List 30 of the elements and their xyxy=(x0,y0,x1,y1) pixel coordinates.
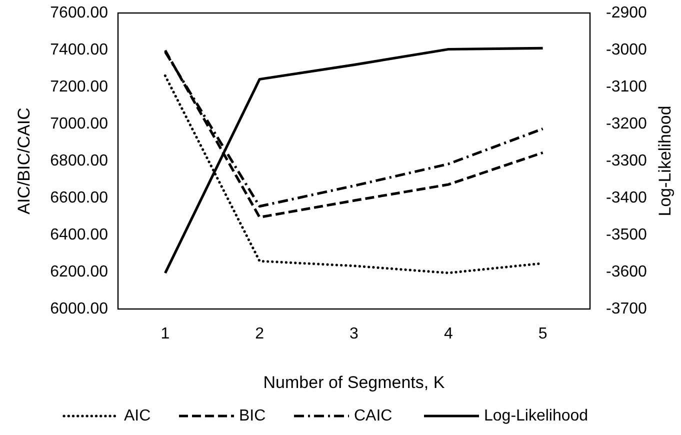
x-tick-label: 4 xyxy=(444,326,453,342)
y-tick-label: 6800.00 xyxy=(50,152,108,170)
y2-tick-label: -3200 xyxy=(606,116,648,132)
y2-tick-label: -3100 xyxy=(606,78,648,96)
y-tick-label: 6600.00 xyxy=(50,190,108,206)
x-tick-label: 1 xyxy=(160,326,170,342)
x-axis-title: Number of Segments, K xyxy=(263,372,446,392)
y2-tick-label: -3400 xyxy=(606,190,648,206)
y2-tick-label: -3700 xyxy=(606,300,648,318)
y-tick-label: 7600.00 xyxy=(50,4,108,22)
y2-tick-label: -3000 xyxy=(606,42,648,58)
y-axis-title: AIC/BIC/CAIC xyxy=(14,108,34,214)
x-tick-label: 3 xyxy=(350,326,359,342)
legend-label: BIC xyxy=(239,408,266,424)
y-tick-label: 7200.00 xyxy=(50,78,108,96)
y2-tick-label: -2900 xyxy=(606,4,648,22)
y2-tick-label: -3300 xyxy=(606,152,648,170)
y-tick-label: 6400.00 xyxy=(50,226,108,244)
y2-axis-title: Log-Likelihood xyxy=(656,106,674,216)
y-tick-label: 6200.00 xyxy=(50,264,108,280)
y2-tick-label: -3600 xyxy=(606,264,648,280)
x-tick-label: 2 xyxy=(255,326,264,342)
legend-label: Log-Likelihood xyxy=(484,408,588,424)
y-tick-label: 6000.00 xyxy=(50,300,108,318)
legend-label: CAIC xyxy=(354,408,392,424)
legend-label: AIC xyxy=(124,408,151,424)
y-tick-label: 7400.00 xyxy=(50,42,108,58)
x-tick-label: 5 xyxy=(538,326,548,342)
y2-tick-label: -3500 xyxy=(606,226,648,244)
y-tick-label: 7000.00 xyxy=(50,116,108,132)
